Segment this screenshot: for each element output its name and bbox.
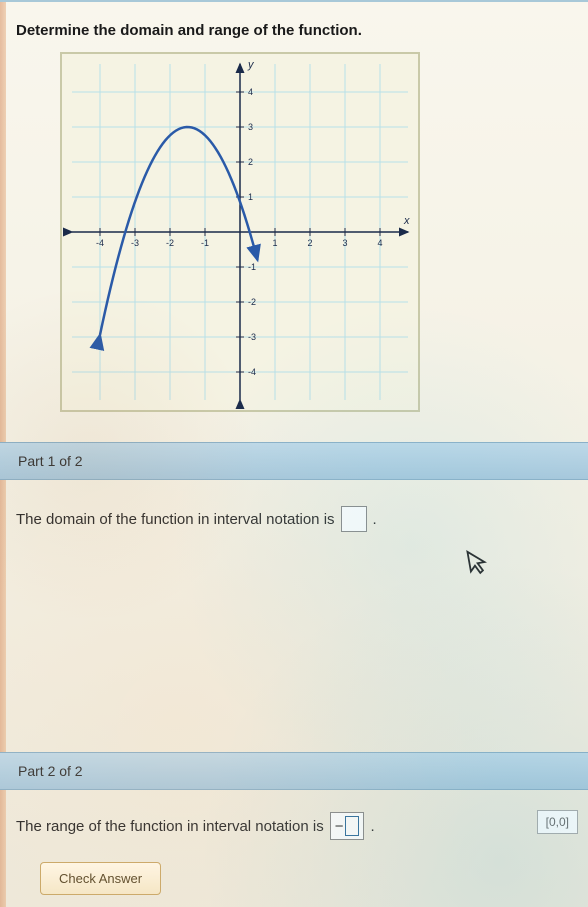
svg-text:-1: -1 <box>248 262 256 272</box>
range-statement-row: The range of the function in interval no… <box>16 812 375 840</box>
svg-text:2: 2 <box>307 238 312 248</box>
part-1-label: Part 1 of 2 <box>18 453 83 469</box>
question-prompt: Determine the domain and range of the fu… <box>16 22 362 39</box>
svg-text:-3: -3 <box>248 332 256 342</box>
period-text: . <box>373 511 377 528</box>
part-1-header: Part 1 of 2 <box>0 442 588 480</box>
range-prefix: − <box>335 818 344 835</box>
function-graph: -4 -3 -2 -1 1 2 3 4 -4 -3 -2 -1 1 2 3 4 x y <box>60 52 420 412</box>
svg-text:-4: -4 <box>96 238 104 248</box>
range-statement-text: The range of the function in interval no… <box>16 818 324 835</box>
svg-text:-4: -4 <box>248 367 256 377</box>
domain-statement-row: The domain of the function in interval n… <box>16 506 377 532</box>
svg-text:-1: -1 <box>201 238 209 248</box>
svg-text:4: 4 <box>248 87 253 97</box>
svg-text:x: x <box>403 215 410 227</box>
part-2-header: Part 2 of 2 <box>0 752 588 790</box>
svg-text:3: 3 <box>342 238 347 248</box>
range-answer-input[interactable]: − <box>330 812 365 840</box>
domain-statement-text: The domain of the function in interval n… <box>16 511 335 528</box>
svg-text:-2: -2 <box>166 238 174 248</box>
svg-text:-2: -2 <box>248 297 256 307</box>
svg-text:4: 4 <box>377 238 382 248</box>
domain-answer-input[interactable] <box>341 506 367 532</box>
svg-text:1: 1 <box>272 238 277 248</box>
period-text-2: . <box>370 818 374 835</box>
graph-svg: -4 -3 -2 -1 1 2 3 4 -4 -3 -2 -1 1 2 3 4 x y <box>62 54 418 410</box>
mouse-cursor-icon <box>465 546 493 584</box>
check-answer-button[interactable]: Check Answer <box>40 862 161 895</box>
page: Determine the domain and range of the fu… <box>0 0 588 907</box>
svg-text:y: y <box>247 59 255 71</box>
text-cursor-icon <box>345 816 359 836</box>
interval-symbol-button[interactable]: [0,0] <box>537 810 578 834</box>
svg-text:2: 2 <box>248 157 253 167</box>
svg-text:-3: -3 <box>131 238 139 248</box>
part-2-label: Part 2 of 2 <box>18 763 83 779</box>
svg-text:1: 1 <box>248 192 253 202</box>
svg-text:3: 3 <box>248 122 253 132</box>
